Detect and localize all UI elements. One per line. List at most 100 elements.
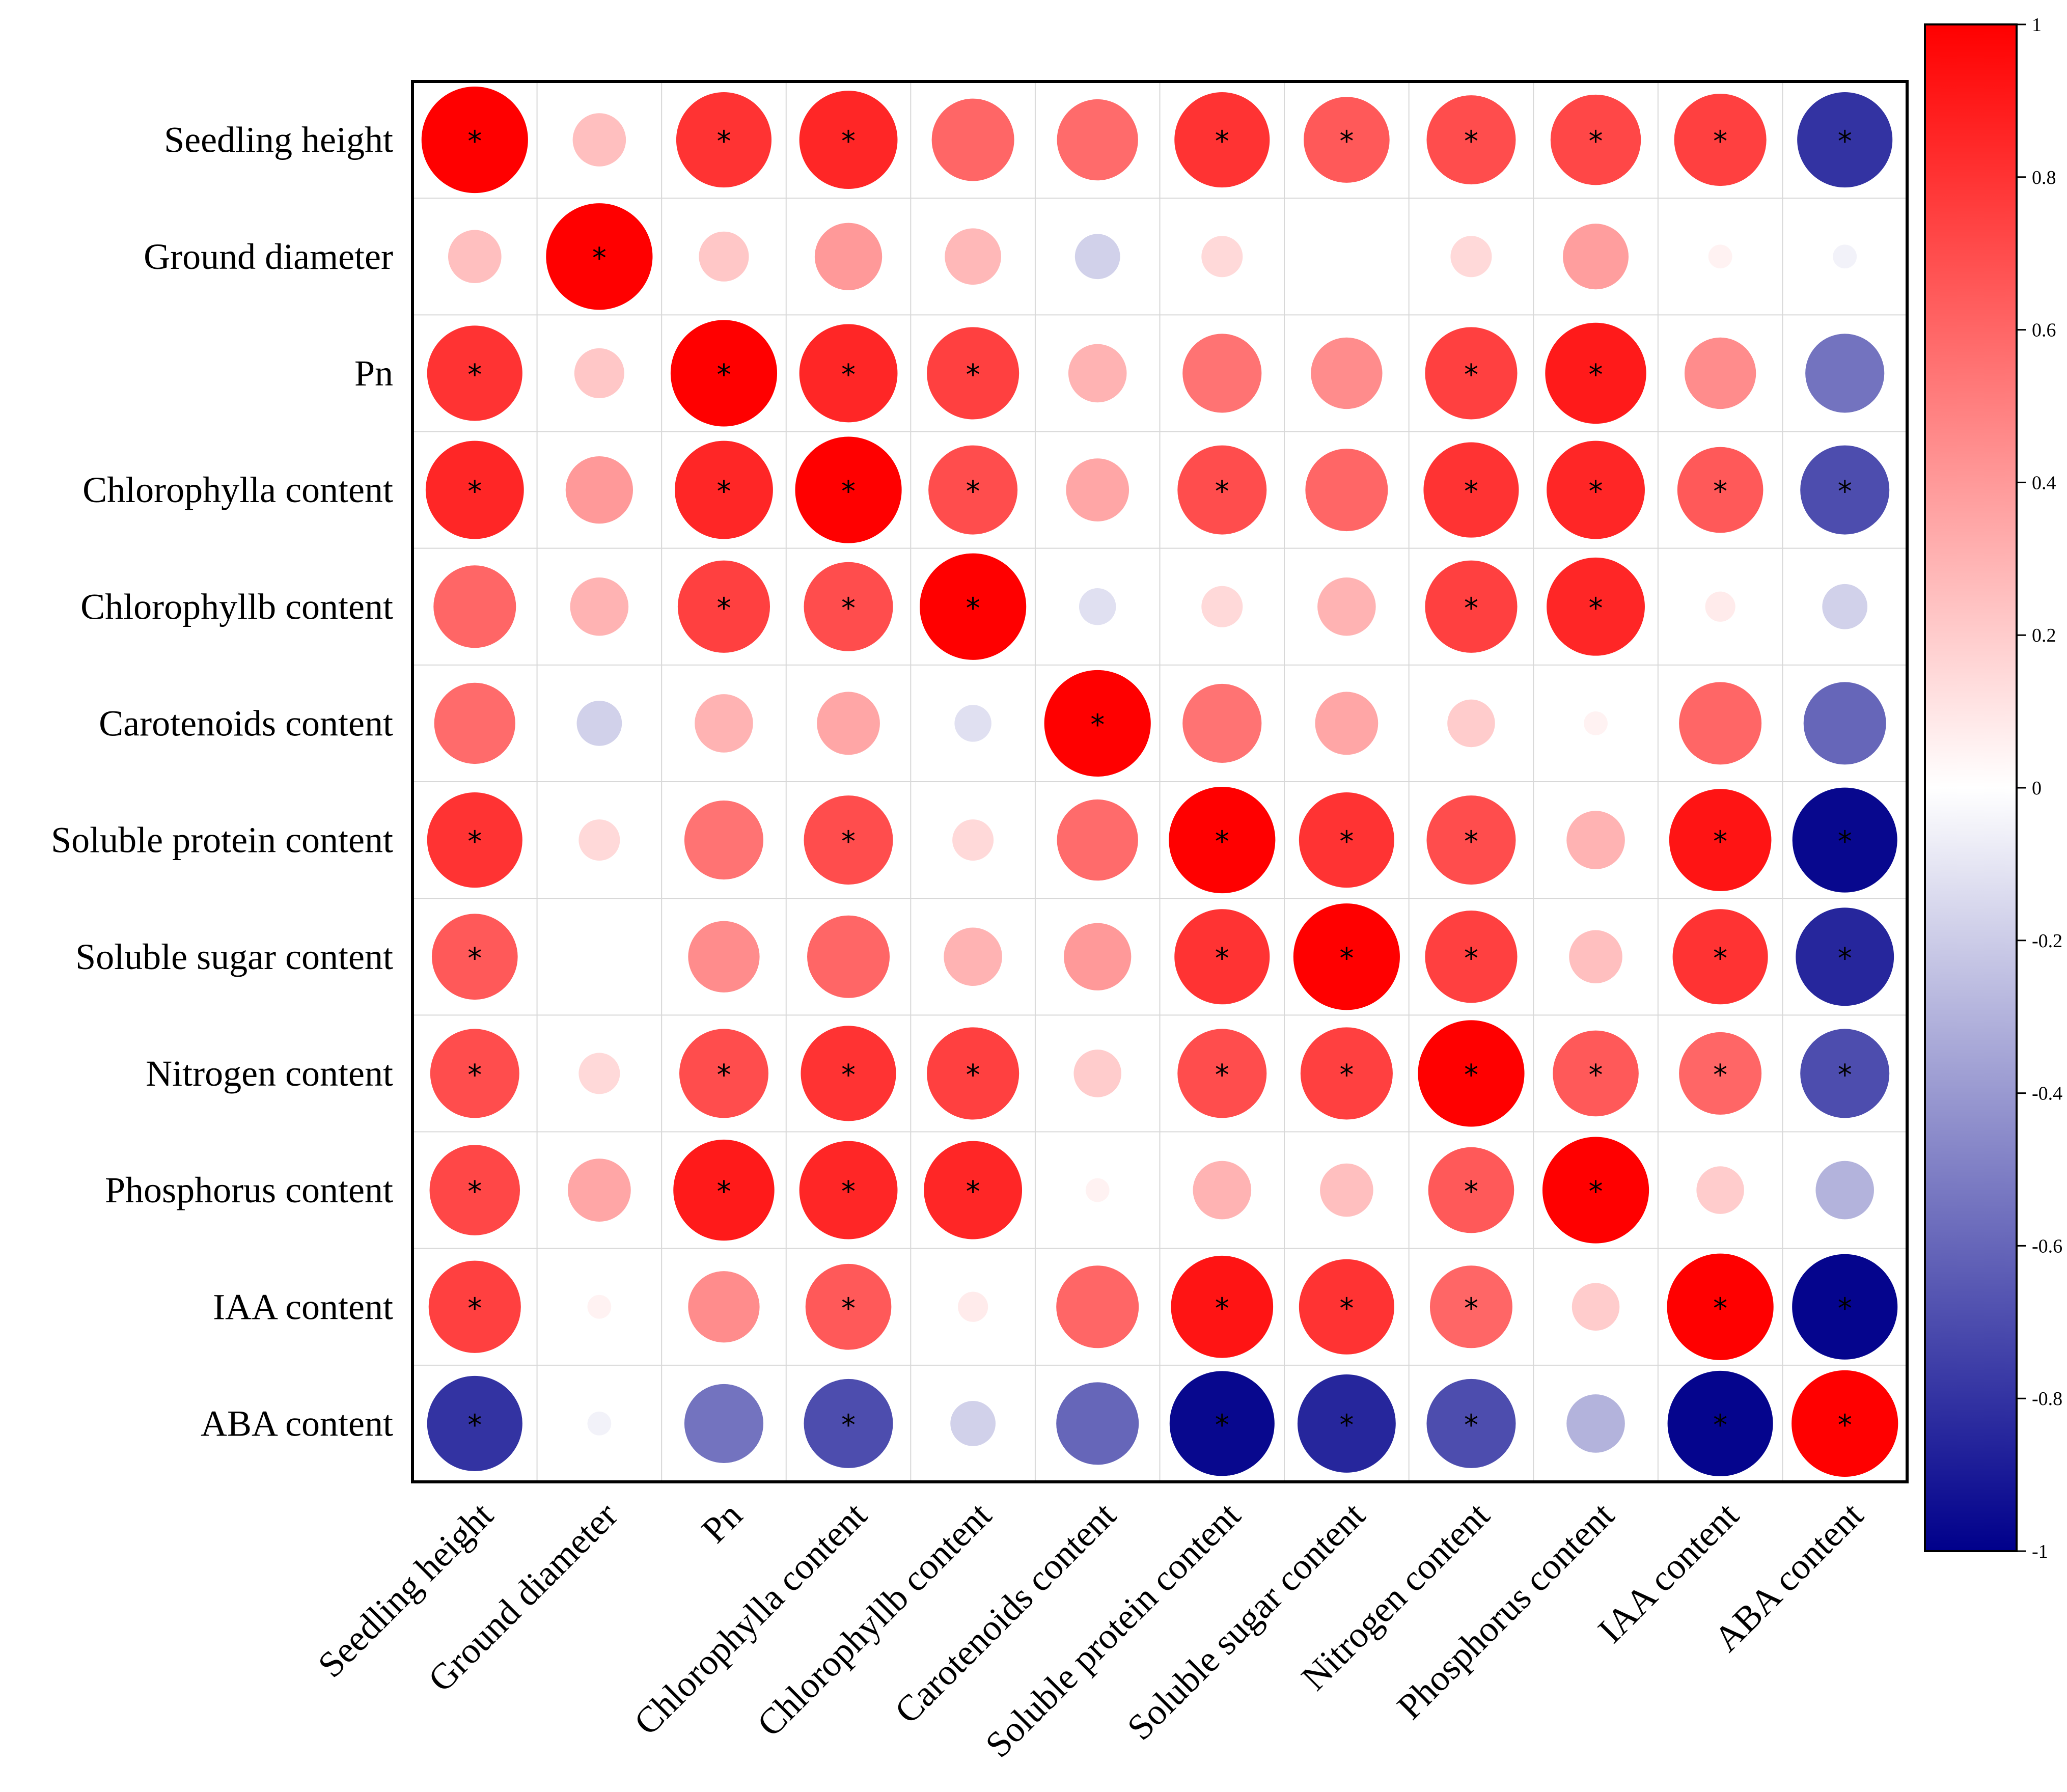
corr-circle-r8-c2 <box>679 1029 768 1118</box>
corr-circle-r2-c2 <box>670 320 778 427</box>
corr-circle-r9-c4 <box>924 1141 1023 1239</box>
row-label: Carotenoids content <box>99 703 393 743</box>
corr-circle-r2-c5 <box>1068 344 1127 403</box>
corr-circle-r5-c3 <box>817 692 880 755</box>
column-label: Soluble sugar content <box>1119 1495 1373 1748</box>
significance-star: * <box>1339 1409 1354 1442</box>
corr-circle-r7-c8 <box>1425 911 1518 1003</box>
corr-circle-r11-c1 <box>587 1412 612 1436</box>
corr-circle-r0-c0 <box>421 87 528 194</box>
corr-circle-r5-c0 <box>434 682 515 764</box>
significance-markers: * * * * * * * * * * * * * * * * * * * * * * * * * * * * * * * * * * * * * * * *… <box>467 125 1852 1442</box>
corr-circle-r3-c3 <box>795 436 902 543</box>
corr-circle-r5-c1 <box>576 701 622 746</box>
corr-circle-r10-c6 <box>1171 1255 1274 1358</box>
corr-circle-r7-c3 <box>807 915 890 998</box>
corr-circle-r5-c6 <box>1182 683 1262 763</box>
significance-star: * <box>716 592 731 625</box>
significance-star: * <box>1215 1292 1229 1325</box>
significance-star: * <box>966 475 980 508</box>
significance-star: * <box>1589 1059 1603 1092</box>
colorbar-gradient <box>1924 23 2018 1552</box>
significance-star: * <box>1464 942 1478 975</box>
corr-circle-r9-c9 <box>1542 1137 1649 1244</box>
corr-circle-r9-c5 <box>1085 1178 1110 1202</box>
significance-star: * <box>841 825 856 859</box>
significance-star: * <box>1589 125 1603 158</box>
corr-circle-r7-c11 <box>1796 907 1894 1006</box>
column-label: Soluble protein content <box>977 1495 1248 1766</box>
corr-circle-r6-c8 <box>1426 795 1516 885</box>
significance-star: * <box>1838 1059 1852 1092</box>
significance-star: * <box>1589 359 1603 392</box>
corr-circle-r6-c7 <box>1299 792 1394 888</box>
row-label: Phosphorus content <box>105 1170 393 1210</box>
significance-star: * <box>467 1409 482 1442</box>
significance-star: * <box>467 475 482 508</box>
corr-circle-r11-c10 <box>1667 1370 1773 1476</box>
row-label: Soluble sugar content <box>75 936 393 977</box>
corr-circle-r5-c2 <box>695 694 753 753</box>
corr-circle-r1-c5 <box>1074 234 1120 280</box>
column-label: Phosphorus content <box>1389 1495 1622 1727</box>
significance-star: * <box>1339 825 1354 859</box>
significance-star: * <box>966 592 980 625</box>
significance-star: * <box>841 1409 856 1442</box>
corr-circle-r10-c4 <box>958 1291 988 1322</box>
corr-circle-r3-c8 <box>1423 442 1519 538</box>
corr-circle-r5-c9 <box>1584 711 1608 735</box>
significance-star: * <box>1838 825 1852 859</box>
corr-circle-r7-c0 <box>431 914 518 1000</box>
corr-circle-r9-c2 <box>673 1139 775 1241</box>
corr-circle-r0-c1 <box>572 113 626 167</box>
significance-star: * <box>1215 475 1229 508</box>
corr-circle-r7-c9 <box>1569 930 1622 984</box>
corr-circle-r2-c3 <box>799 324 898 423</box>
corr-circle-r6-c11 <box>1792 787 1897 893</box>
corr-circle-r10-c5 <box>1056 1265 1139 1348</box>
corr-circle-r9-c7 <box>1320 1163 1373 1217</box>
corr-circle-r4-c4 <box>920 553 1027 660</box>
corr-circle-r3-c0 <box>425 440 524 539</box>
corr-circle-r1-c6 <box>1201 236 1243 278</box>
significance-star: * <box>716 359 731 392</box>
significance-star: * <box>841 359 856 392</box>
corr-circle-r4-c3 <box>804 562 893 651</box>
column-label: Pn <box>694 1495 750 1551</box>
corr-circle-r3-c2 <box>675 440 773 539</box>
colorbar-tick-label: 0.6 <box>2032 320 2056 341</box>
row-label: IAA content <box>213 1286 393 1327</box>
significance-star: * <box>1589 1175 1603 1208</box>
significance-star: * <box>1838 125 1852 158</box>
corr-circle-r6-c5 <box>1057 799 1138 881</box>
colorbar-tick-label: 0.2 <box>2032 625 2056 646</box>
significance-star: * <box>467 1175 482 1208</box>
corr-circle-r7-c7 <box>1293 903 1400 1010</box>
corr-circle-r1-c0 <box>448 230 502 284</box>
corr-circle-r11-c8 <box>1426 1379 1516 1468</box>
significance-star: * <box>467 1059 482 1092</box>
significance-star: * <box>966 1059 980 1092</box>
colorbar-tick-label: 0 <box>2032 778 2042 799</box>
corr-circle-r10-c11 <box>1792 1254 1898 1360</box>
row-label: Pn <box>354 353 393 394</box>
corr-circle-r0-c10 <box>1674 94 1767 186</box>
corr-circle-r11-c3 <box>804 1379 893 1468</box>
corr-circle-r11-c2 <box>684 1384 764 1463</box>
corr-circle-r2-c0 <box>427 325 522 421</box>
corr-circle-r3-c1 <box>565 456 633 524</box>
corr-circle-r1-c4 <box>945 228 1001 285</box>
significance-star: * <box>1464 359 1478 392</box>
significance-star: * <box>1215 825 1229 859</box>
corr-circle-r11-c6 <box>1169 1371 1275 1476</box>
significance-star: * <box>592 242 607 275</box>
corr-circle-r5-c11 <box>1803 682 1886 765</box>
colorbar-ticks: 1 0.8 0.6 0.4 0.2 0 -0.2 -0.4 -0.6 -0.8 -1 <box>2017 14 2062 1562</box>
corr-circle-r2-c9 <box>1545 322 1646 424</box>
significance-star: * <box>966 359 980 392</box>
corr-circle-r0-c8 <box>1426 95 1516 185</box>
row-label: ABA content <box>201 1403 393 1444</box>
correlation-circles <box>421 87 1898 1477</box>
significance-star: * <box>1838 475 1852 508</box>
colorbar-tick-label: -0.6 <box>2032 1235 2062 1257</box>
